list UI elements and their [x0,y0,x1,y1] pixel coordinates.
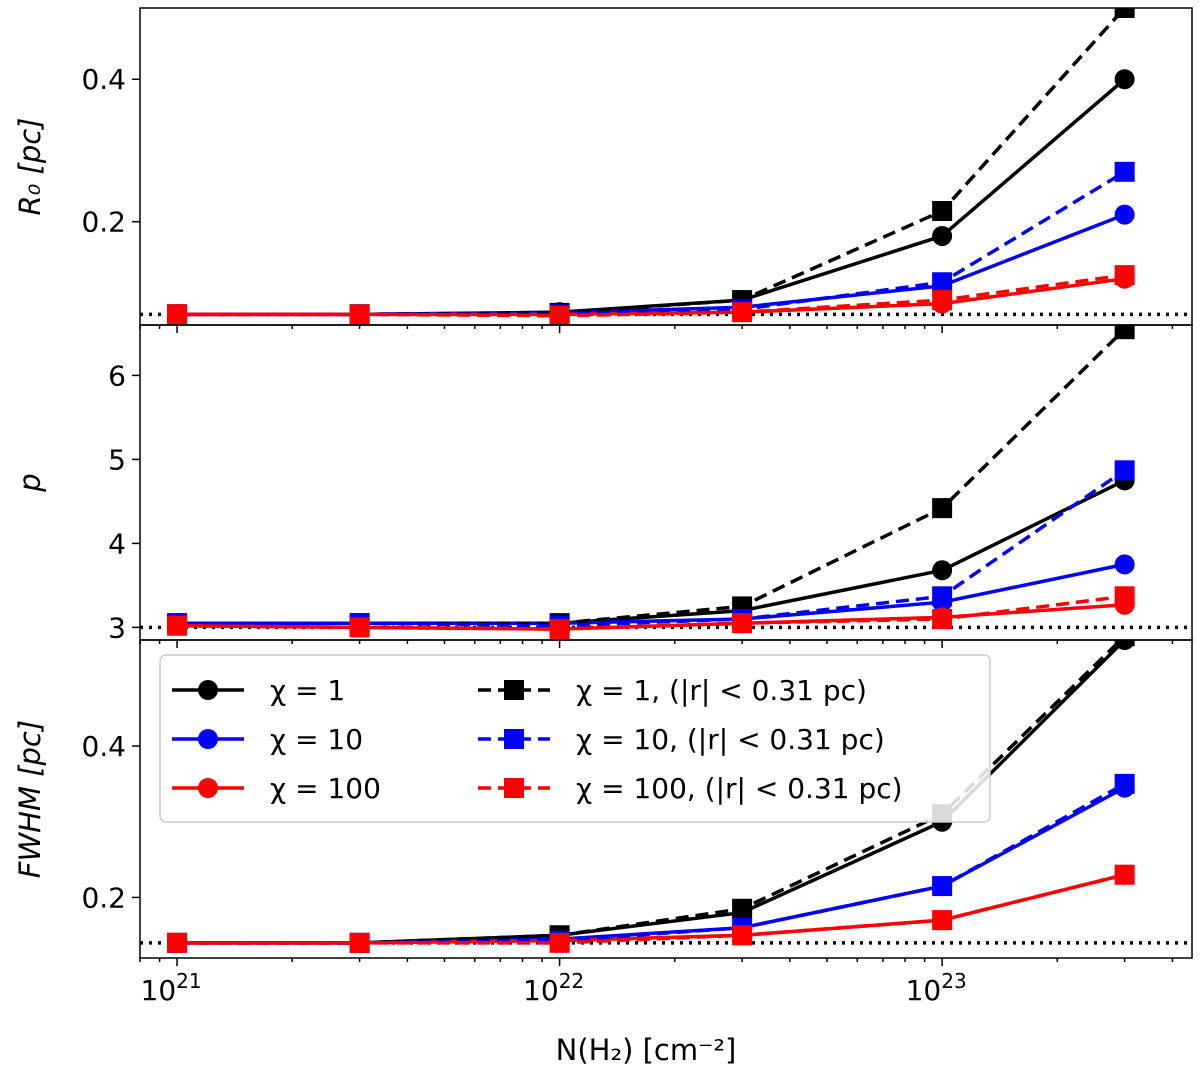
series-ff0000-circle [167,864,1135,953]
series-line [177,873,1126,945]
series-line [177,77,1126,317]
legend-label: χ = 10 [270,723,363,756]
data-point [932,290,953,311]
data-point [349,932,370,953]
series-ff0000-square [167,265,1135,325]
data-point [932,498,953,519]
data-point [932,560,953,581]
panel-1: 0.2 0.4 R₀ [pc] [13,7,1193,326]
legend-box [159,654,991,823]
data-point [1114,161,1135,182]
series-0000ff-square [167,161,1135,325]
panels: 0.2 0.4 R₀ [pc] 3 4 5 6 p 0.2 0.4 FWHM [pc] [13,7,1193,959]
series-line [177,468,1126,628]
legend-entry: χ = 10, (|r| < 0.31 pc) [478,723,885,756]
data-point [732,302,753,323]
x-tick-label: 1023 [906,969,967,1007]
y-tick-label: 4 [108,527,126,560]
data-point [549,619,570,640]
data-point [732,898,753,919]
series-line [177,478,1126,625]
legend-entry: χ = 100, (|r| < 0.31 pc) [478,772,903,805]
panel-frame [139,639,1193,959]
data-point [167,615,188,636]
legend-entry: χ = 100 [172,772,381,805]
legend-label: χ = 100, (|r| < 0.31 pc) [576,772,903,805]
series-ff0000-circle [167,268,1135,325]
data-point [349,617,370,638]
panel-2: 3 4 5 6 p [13,324,1193,644]
legend-entry: χ = 10 [172,723,363,756]
data-point [1114,265,1135,286]
data-point [1114,586,1135,607]
y-tick-label: 0.4 [81,63,126,96]
data-point [1114,554,1135,575]
data-point [932,272,953,293]
legend-label: χ = 10, (|r| < 0.31 pc) [576,723,885,756]
x-axis-label: N(H₂) [cm⁻²] [556,1033,737,1067]
series-ff0000-square [167,586,1135,640]
data-point [1114,325,1135,340]
y-tick-label: 0.2 [81,206,126,239]
x-axis: 1021 1022 1023 N(H₂) [cm⁻²] [139,325,1174,1067]
data-point [1114,8,1135,18]
legend-marker [198,778,218,798]
y-tick-label: 3 [108,611,126,644]
series-000000-square [167,8,1135,325]
legend-marker [198,729,218,749]
legend-label: χ = 1, (|r| < 0.31 pc) [576,674,867,707]
legend-label: χ = 1 [270,674,345,707]
data-point [932,225,953,246]
panel-frame [139,324,1193,641]
data-point [932,910,953,931]
legend-entry: χ = 1, (|r| < 0.31 pc) [478,674,867,707]
y-tick-label: 0.2 [81,881,126,914]
y-tick-label: 6 [108,359,126,392]
data-point [549,305,570,325]
data-point [1114,773,1135,794]
series-000000-circle [167,470,1135,634]
series-line [177,327,1126,625]
data-point [1114,204,1135,225]
y-axis-label: R₀ [pc] [13,118,47,216]
legend-marker [504,778,524,798]
data-point [349,304,370,325]
data-point [932,586,953,607]
legend-label: χ = 100 [270,772,381,805]
data-point [932,609,953,629]
x-tick-label: 1022 [523,969,584,1007]
data-point [167,304,188,325]
series-line [177,273,1125,318]
series-0000ff-circle [167,554,1135,634]
panel-frame [139,7,1193,326]
data-point [932,876,953,897]
data-point [1114,864,1135,885]
series-000000-square [167,325,1135,634]
series-line [177,594,1125,631]
legend-marker [504,680,524,700]
data-point [732,925,753,946]
y-axis-label: p [13,473,47,492]
series-000000-circle [167,69,1135,325]
legend-marker [198,680,218,700]
y-tick-label: 0.4 [81,730,126,763]
legend: χ = 1 χ = 10 χ = 100 χ = 1, (|r| < 0.31 pc)… [159,654,991,823]
panel-3: 0.2 0.4 FWHM [pc] [13,639,1193,959]
y-tick-label: 5 [108,443,126,476]
data-point [932,201,953,222]
legend-marker [504,729,524,749]
legend-entry: χ = 1 [172,674,345,707]
y-axis-label: FWHM [pc] [13,720,47,878]
data-point [1114,460,1135,481]
x-tick-label: 1021 [141,969,202,1007]
data-point [1114,69,1135,90]
data-point [167,932,188,953]
series-ff0000-square [167,864,1135,953]
data-point [549,932,570,953]
data-point [732,613,753,634]
